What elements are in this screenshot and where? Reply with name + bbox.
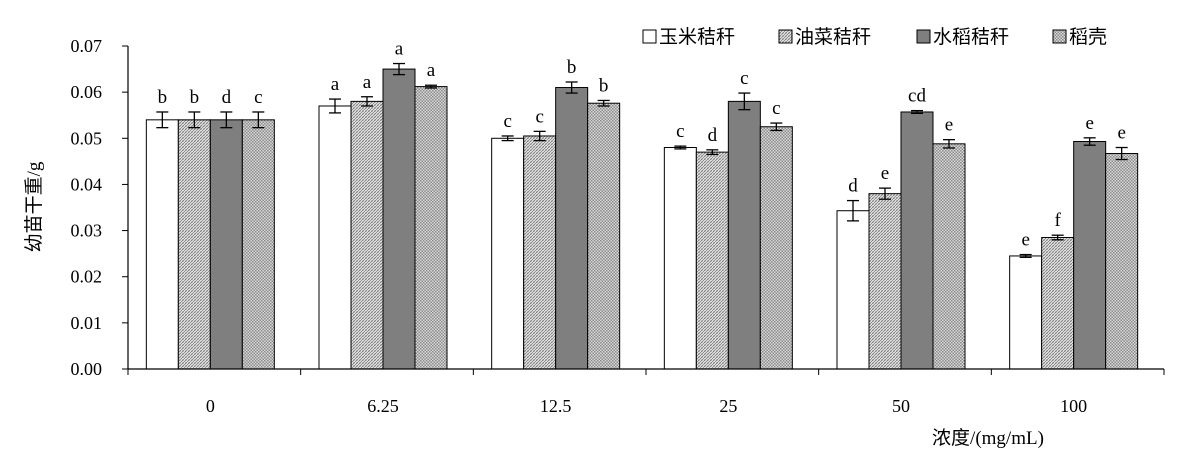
legend-label: 稻壳	[1069, 26, 1107, 48]
bar	[868, 193, 902, 370]
significance-label: d	[222, 87, 232, 108]
x-tick-label: 50	[892, 396, 910, 416]
significance-label: e	[881, 163, 889, 184]
legend-label: 水稻秸秆	[933, 26, 1009, 48]
legend-swatch	[1052, 29, 1067, 44]
significance-label: e	[1021, 230, 1029, 251]
legend-swatch	[778, 29, 793, 44]
bar	[663, 147, 697, 370]
significance-label: b	[190, 87, 200, 108]
x-tick-label: 6.25	[367, 396, 399, 416]
x-tick-label: 25	[719, 396, 737, 416]
bar	[932, 143, 966, 370]
y-tick-label: 0.01	[71, 313, 103, 333]
x-tick-label: 12.5	[540, 396, 572, 416]
bar	[1073, 141, 1107, 370]
y-axis-ticks: 0.00 0.01 0.02 0.03 0.04 0.05 0.06 0.07	[71, 36, 128, 379]
bar	[382, 68, 416, 370]
bar	[241, 119, 275, 370]
legend-swatch	[642, 29, 657, 44]
bar	[759, 126, 793, 370]
significance-label: c	[535, 106, 543, 127]
significance-label: e	[1117, 123, 1125, 144]
y-axis-title: 幼苗干重/g	[23, 161, 45, 252]
bar	[318, 105, 352, 370]
y-tick-label: 0.05	[71, 128, 103, 148]
y-tick-label: 0.03	[71, 221, 103, 241]
significance-label: e	[945, 115, 953, 136]
y-tick-label: 0.07	[71, 36, 103, 56]
y-tick-label: 0.00	[71, 359, 103, 379]
significance-label: c	[254, 87, 262, 108]
bar	[491, 137, 525, 370]
bar	[523, 135, 557, 370]
significance-label: a	[395, 39, 404, 60]
significance-label: b	[158, 87, 168, 108]
significance-label: f	[1055, 210, 1062, 231]
bar	[414, 86, 448, 370]
significance-label: d	[848, 176, 858, 197]
legend-label: 油菜秸秆	[795, 26, 871, 48]
bar	[555, 87, 589, 370]
significance-label: a	[331, 74, 340, 95]
legend-label: 玉米秸秆	[659, 26, 735, 48]
bar	[587, 102, 621, 370]
x-tick-label: 100	[1060, 396, 1087, 416]
significance-label: cd	[908, 86, 926, 107]
bar	[177, 119, 211, 370]
significance-label: b	[599, 75, 609, 96]
significance-label: a	[427, 60, 436, 81]
y-tick-label: 0.04	[71, 174, 103, 194]
significance-label: b	[567, 57, 577, 78]
bar	[727, 100, 761, 370]
x-axis-title: 浓度/(mg/mL)	[932, 427, 1044, 449]
significance-label: c	[503, 111, 511, 132]
bar	[145, 119, 179, 370]
significance-label: d	[708, 125, 718, 146]
bar	[900, 111, 934, 370]
x-axis-ticks: 0 6.25 12.5 25 50 100	[127, 369, 1165, 416]
significance-label: c	[772, 98, 780, 119]
significance-label: c	[676, 121, 684, 142]
significance-label: a	[363, 72, 372, 93]
x-tick-label: 0	[206, 396, 215, 416]
y-tick-label: 0.02	[71, 267, 103, 287]
legend-swatch	[916, 29, 931, 44]
bar	[695, 151, 729, 370]
significance-label: e	[1085, 113, 1093, 134]
bar	[836, 210, 870, 370]
axes	[127, 46, 1164, 370]
bar	[1105, 153, 1139, 370]
bar	[209, 119, 243, 370]
legend: 玉米秸秆 油菜秸秆 水稻秸秆 稻壳	[642, 26, 1107, 48]
bar	[350, 100, 384, 370]
y-tick-label: 0.06	[71, 82, 103, 102]
significance-label: c	[740, 68, 748, 89]
bar	[1041, 236, 1075, 370]
bar	[1009, 255, 1043, 370]
